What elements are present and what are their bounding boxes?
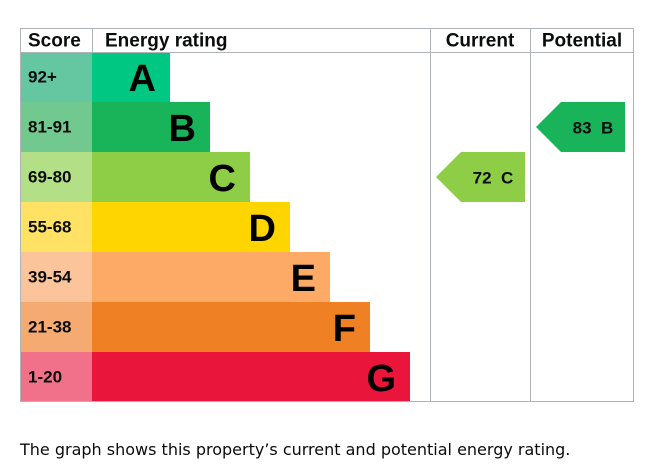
band-letter-a: A: [129, 58, 156, 100]
band-bar-b: [92, 102, 210, 152]
band-bar-c: [92, 152, 250, 202]
score-label-b: 81-91: [28, 118, 71, 137]
score-label-g: 1-20: [28, 368, 62, 387]
band-letter-f: F: [333, 308, 356, 350]
band-bar-d: [92, 202, 290, 252]
score-cell-e: [20, 252, 92, 302]
score-label-a: 92+: [28, 68, 57, 87]
header-current: Current: [446, 31, 515, 52]
epc-chart: 92+ A 81-91 B 69-80 C 55-68 D 39-54 E 21-38 F 1-20 G S…: [20, 28, 634, 402]
band-bar-f: [92, 302, 370, 352]
score-cell-f: [20, 302, 92, 352]
band-letter-d: D: [249, 208, 276, 250]
header-score: Score: [28, 31, 81, 52]
band-letter-e: E: [291, 258, 316, 300]
score-label-c: 69-80: [28, 168, 71, 187]
current-rating-arrow: [436, 152, 525, 202]
potential-rating-arrow: [536, 102, 625, 152]
header-potential: Potential: [542, 31, 622, 52]
score-cell-d: [20, 202, 92, 252]
band-letter-c: C: [209, 158, 236, 200]
score-cell-c: [20, 152, 92, 202]
current-rating-label: 72 C: [473, 169, 514, 188]
header-energy-rating: Energy rating: [105, 31, 227, 52]
score-label-e: 39-54: [28, 268, 72, 287]
band-bar-a: [92, 52, 170, 102]
band-letter-g: G: [366, 358, 396, 400]
band-bar-e: [92, 252, 330, 302]
potential-rating-label: 83 B: [573, 119, 614, 138]
chart-caption: The graph shows this property’s current …: [20, 440, 571, 459]
score-cell-g: [20, 352, 92, 402]
score-label-d: 55-68: [28, 218, 71, 237]
band-letter-b: B: [169, 108, 196, 150]
score-label-f: 21-38: [28, 318, 71, 337]
score-cell-a: [20, 52, 92, 102]
score-cell-b: [20, 102, 92, 152]
band-bar-g: [92, 352, 410, 402]
chart-border: [20, 28, 634, 402]
